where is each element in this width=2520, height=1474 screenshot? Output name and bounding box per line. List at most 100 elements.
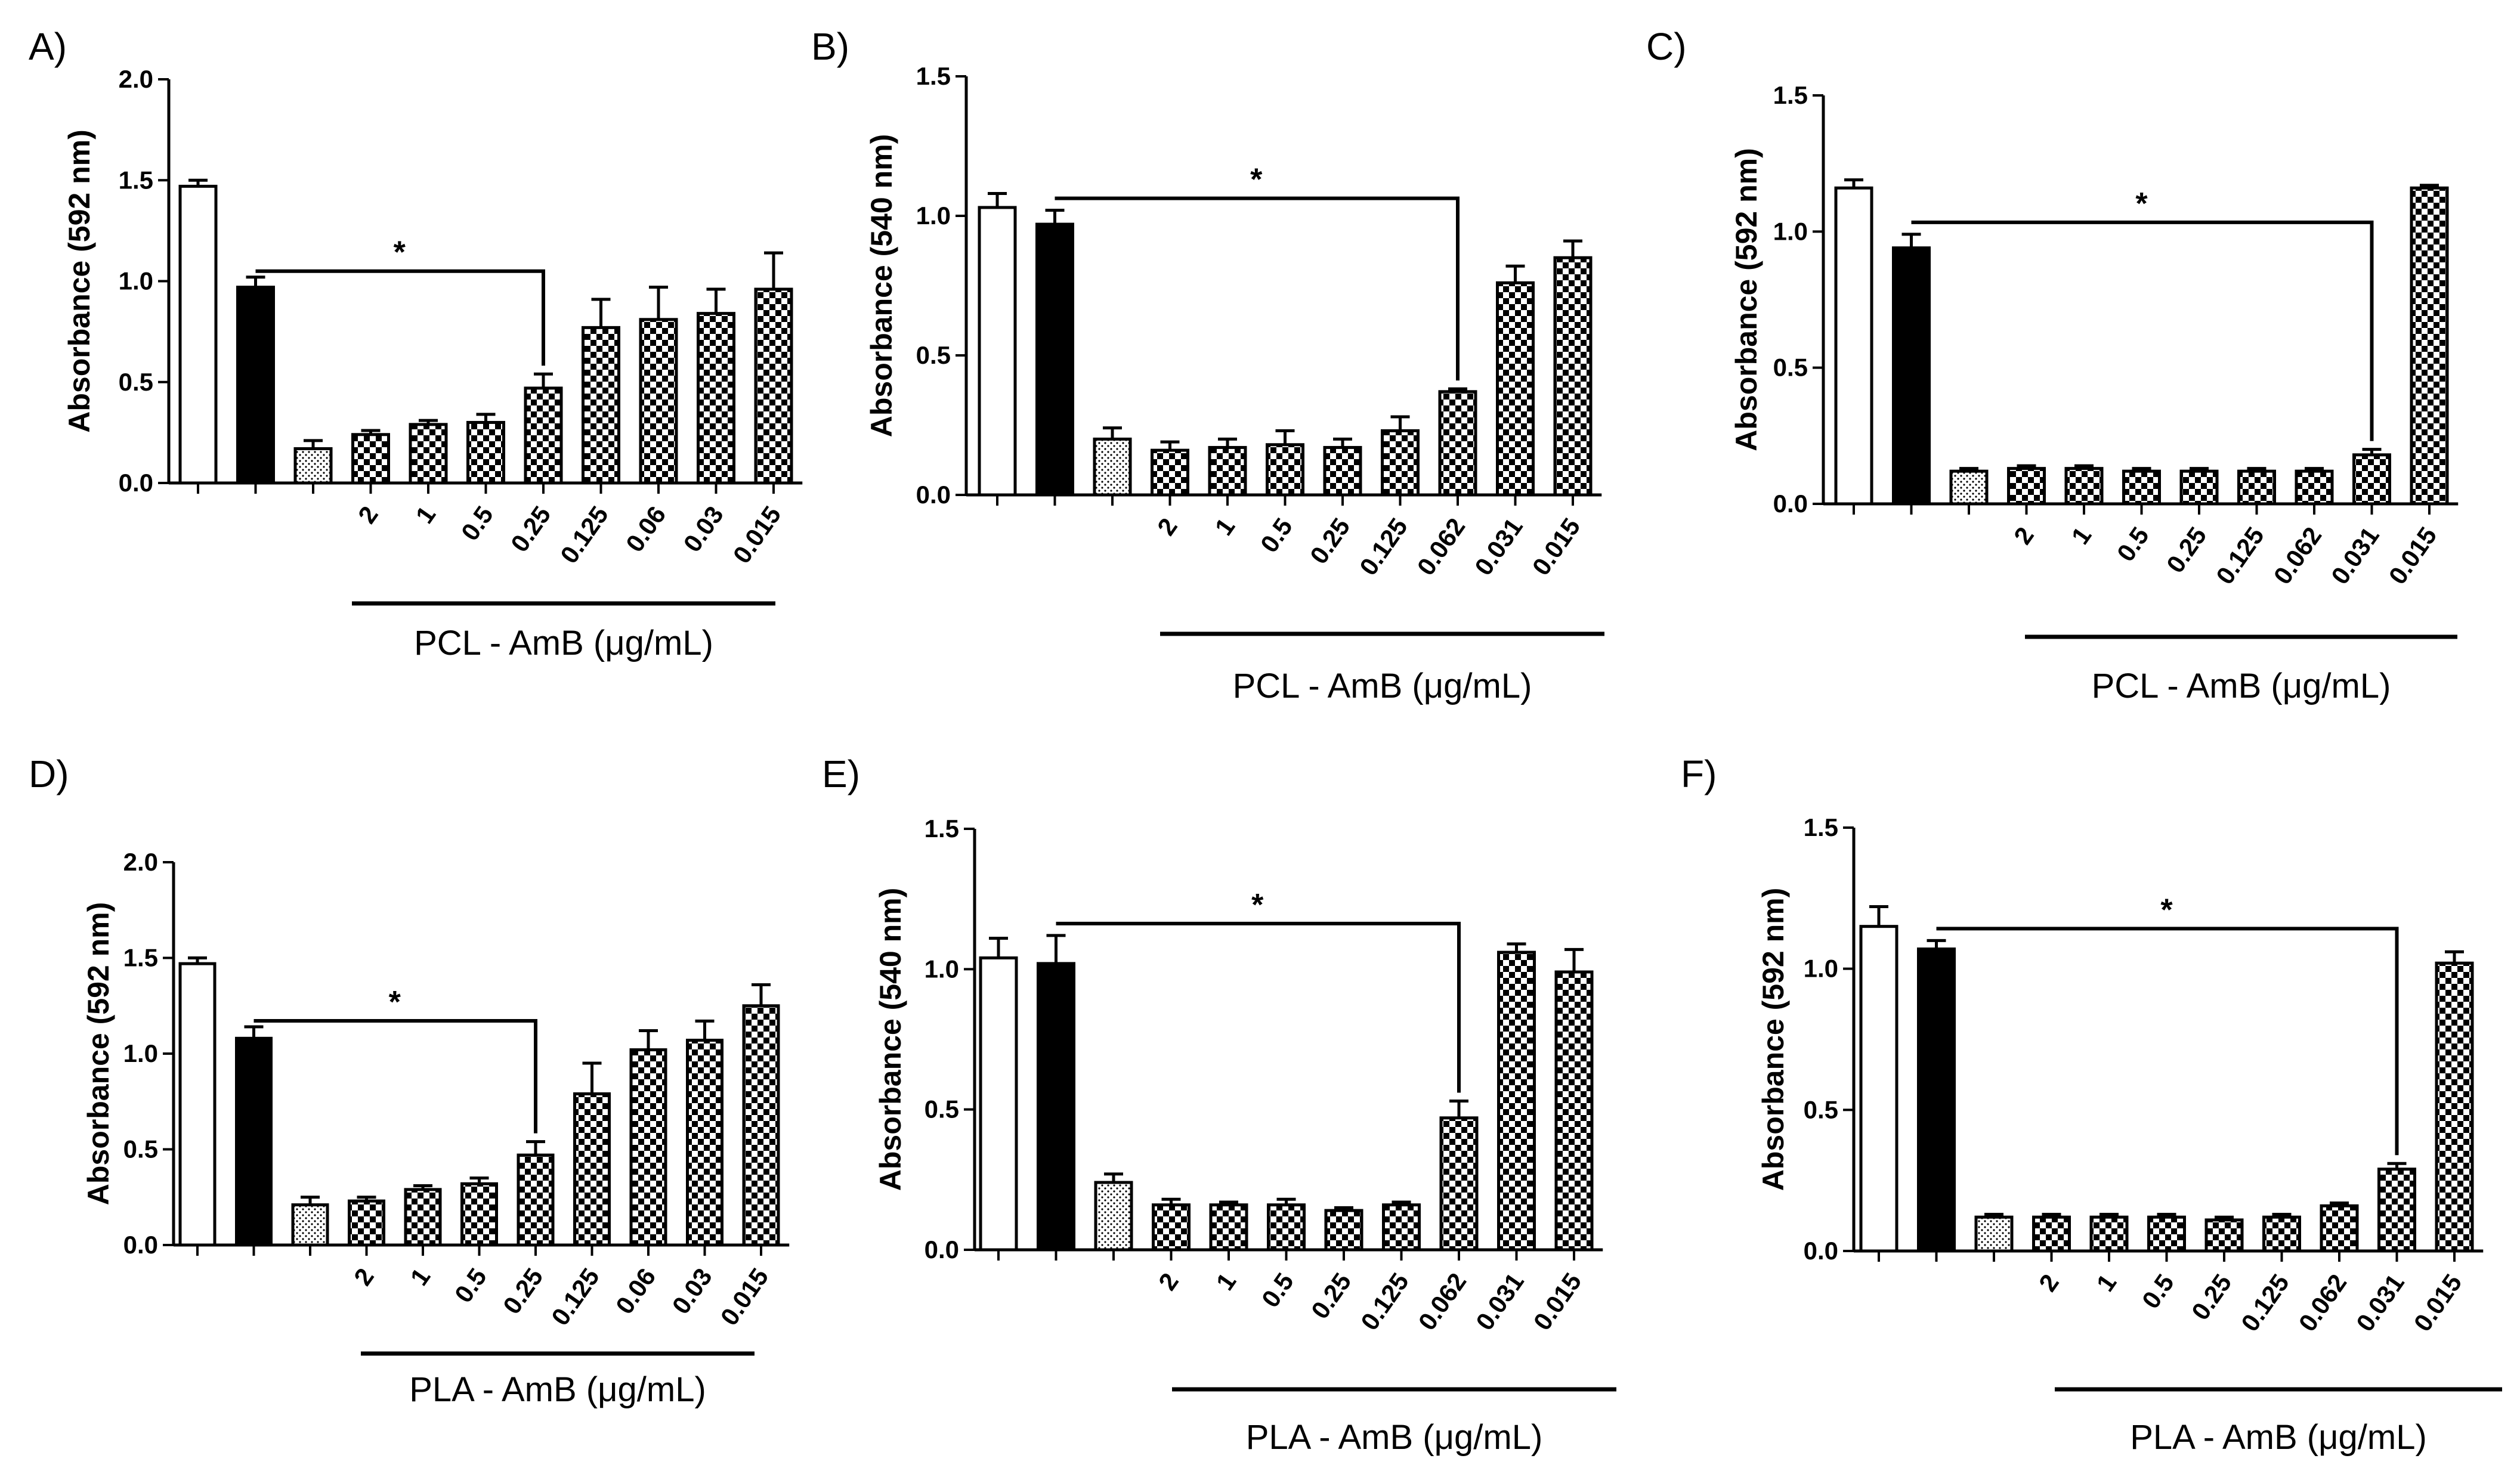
significance-bracket — [1055, 196, 1460, 381]
bar — [1093, 437, 1132, 497]
y-tick-label: 0.0 — [123, 1231, 158, 1259]
x-tick-label: 0.25 — [2186, 1269, 2237, 1325]
x-tick-label: 1 — [404, 1263, 435, 1290]
y-tick-label: 0.0 — [924, 1235, 959, 1264]
y-tick-label: 1.0 — [119, 267, 153, 295]
panel-letter: A) — [29, 25, 67, 68]
y-tick-label: 1.0 — [1773, 217, 1808, 245]
y-tick-label: 0.0 — [1804, 1237, 1838, 1265]
bar — [2410, 186, 2449, 506]
x-tick-label: 2 — [1153, 1268, 1184, 1295]
bar — [1439, 1116, 1479, 1252]
chart-panel-5: E)Absorbance (540 nm)0.00.51.01.52 1 0.5 0.… — [822, 753, 1616, 1457]
x-tick-label: 0.015 — [1527, 513, 1586, 580]
significance-bracket — [253, 1019, 537, 1134]
x-tick-label: 1 — [410, 501, 441, 528]
y-tick-label: 0.5 — [123, 1135, 158, 1163]
y-axis-label: Absorbance (592 nm) — [1730, 148, 1763, 451]
x-tick-label: 0.5 — [2111, 522, 2154, 566]
bar — [1323, 445, 1362, 497]
x-tick-label: 0.5 — [2136, 1269, 2179, 1314]
y-tick-label: 1.5 — [123, 944, 158, 972]
bar — [754, 287, 793, 485]
y-tick-label: 1.5 — [1773, 81, 1808, 109]
bar — [2262, 1215, 2301, 1253]
panel-letter: B) — [811, 25, 849, 68]
chart-panel-2: B)Absorbance (540 nm)0.00.51.01.52 1 0.5 0.… — [811, 25, 1604, 705]
bar — [2089, 1215, 2129, 1253]
bar — [1094, 1181, 1133, 1252]
bar — [629, 1048, 667, 1247]
bar — [1208, 445, 1247, 497]
group-label: PLA - AmB (μg/mL) — [2130, 1418, 2427, 1457]
bar — [2007, 467, 2046, 506]
bar — [1974, 1215, 2014, 1253]
bar — [236, 286, 275, 485]
bar — [293, 447, 333, 485]
y-tick-label: 0.0 — [916, 481, 951, 509]
bar — [2179, 469, 2219, 506]
x-tick-label: 0.031 — [2326, 522, 2385, 589]
x-tick-label: 0.015 — [1528, 1268, 1587, 1335]
group-label: PCL - AmB (μg/mL) — [1233, 667, 1532, 705]
bar — [2237, 469, 2276, 506]
y-tick-label: 0.5 — [1773, 354, 1808, 382]
y-tick-label: 0.5 — [119, 368, 153, 396]
bar — [2352, 453, 2391, 506]
bar — [1209, 1203, 1248, 1252]
x-tick-label: 2 — [2033, 1269, 2064, 1296]
significance-bracket — [1911, 220, 2374, 441]
x-tick-label: 1 — [1210, 1268, 1241, 1295]
x-tick-label: 0.062 — [1412, 513, 1471, 580]
bar — [1151, 448, 1189, 497]
y-tick-label: 1.0 — [916, 202, 951, 230]
bar — [1382, 1203, 1421, 1252]
bar — [2295, 469, 2334, 506]
significance-star: * — [389, 985, 401, 1020]
chart-panel-3: C)Absorbance (592 nm)0.00.51.01.52 1 0.5 0.… — [1646, 25, 2459, 705]
x-tick-label: 0.015 — [2408, 1269, 2468, 1336]
y-axis-label: Absorbance (592 nm) — [82, 902, 115, 1205]
bar — [1917, 947, 1956, 1253]
bar — [979, 956, 1018, 1252]
x-tick-label: 0.062 — [2293, 1269, 2352, 1336]
x-tick-label: 0.015 — [2383, 522, 2442, 589]
x-tick-label: 0.125 — [2210, 522, 2269, 589]
bar — [1949, 469, 1989, 506]
y-tick-label: 1.5 — [916, 62, 951, 90]
bar — [1324, 1209, 1363, 1252]
group-label: PCL - AmB (μg/mL) — [2092, 667, 2391, 705]
x-tick-label: 0.031 — [2351, 1269, 2410, 1336]
bar — [2204, 1218, 2244, 1253]
x-tick-label: 0.5 — [1255, 513, 1298, 558]
bar — [517, 1153, 555, 1247]
group-label: PCL - AmB (μg/mL) — [414, 624, 713, 662]
y-axis-label: Absorbance (592 nm) — [63, 129, 96, 432]
bar — [2122, 469, 2161, 506]
x-tick-label: 2 — [2008, 522, 2039, 549]
y-tick-label: 2.0 — [119, 65, 153, 93]
y-tick-label: 0.5 — [924, 1095, 959, 1123]
x-tick-label: 2 — [1152, 513, 1183, 540]
y-tick-label: 1.5 — [924, 815, 959, 843]
chart-panel-6: F)Absorbance (592 nm)0.00.51.01.52 1 0.5 0.… — [1681, 753, 2502, 1457]
bar — [1892, 246, 1931, 506]
bar — [1859, 925, 1898, 1253]
bar — [178, 962, 217, 1247]
bar — [2435, 961, 2474, 1253]
y-tick-label: 1.5 — [1804, 813, 1838, 841]
bar — [1267, 1203, 1306, 1252]
y-tick-label: 0.0 — [1773, 490, 1808, 518]
bar — [2377, 1168, 2416, 1253]
bar — [573, 1092, 611, 1247]
bar — [2064, 467, 2104, 506]
group-label: PLA - AmB (μg/mL) — [1246, 1418, 1543, 1457]
y-tick-label: 1.0 — [1804, 955, 1838, 983]
chart-panel-1: A) Absorbance (592 nm) 0.0 0.5 1.0 1.5 2.0 2 1 0.… — [29, 25, 803, 662]
bar — [404, 1188, 442, 1247]
bar — [1496, 281, 1535, 497]
x-tick-label: 0.015 — [728, 501, 787, 568]
significance-star: * — [2135, 187, 2148, 221]
significance-bracket — [1056, 921, 1461, 1093]
